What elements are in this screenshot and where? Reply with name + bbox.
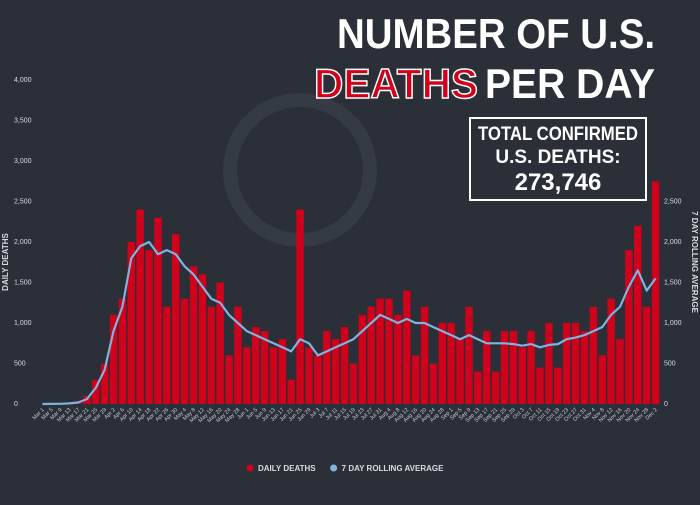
bar: [519, 347, 526, 404]
bar: [599, 355, 606, 404]
bar: [163, 307, 170, 404]
bar: [625, 250, 632, 404]
box-line2: U.S. DEATHS:: [495, 147, 620, 168]
bar: [572, 323, 579, 404]
bar: [456, 339, 463, 404]
bar: [385, 299, 392, 404]
bar: [305, 347, 312, 404]
bar: [501, 331, 508, 404]
bar: [252, 327, 259, 404]
y2-tick-label: 500: [664, 361, 676, 368]
bar: [190, 266, 197, 404]
bar: [581, 331, 588, 404]
legend-label: DAILY DEATHS: [258, 464, 316, 473]
bar: [536, 368, 543, 404]
y2-tick-label: 1,500: [664, 280, 682, 287]
bar: [323, 331, 330, 404]
y-tick-label: 0: [14, 401, 18, 408]
bar: [616, 339, 623, 404]
bar: [652, 181, 659, 404]
y-tick-label: 2,500: [14, 199, 32, 206]
bar: [643, 307, 650, 404]
y-tick-label: 500: [14, 361, 26, 368]
bar: [465, 307, 472, 404]
bar: [296, 210, 303, 404]
bar: [394, 315, 401, 404]
box-line1: TOTAL CONFIRMED: [478, 124, 638, 145]
box-total: 273,746: [515, 169, 602, 196]
bar: [288, 380, 295, 404]
legend-swatch: [330, 465, 337, 472]
bar: [492, 372, 499, 404]
bar: [341, 327, 348, 404]
bar: [430, 364, 437, 405]
y-tick-label: 1,000: [14, 320, 32, 327]
bar: [270, 347, 277, 404]
title-highlight: DEATHS: [314, 60, 478, 107]
bar: [439, 323, 446, 404]
y-tick-label: 3,000: [14, 158, 32, 165]
legend-label: 7 DAY ROLLING AVERAGE: [342, 464, 444, 473]
bar: [412, 355, 419, 404]
y-tick-label: 4,000: [14, 77, 32, 84]
y2-tick-label: 0: [664, 401, 668, 408]
y-tick-label: 2,000: [14, 239, 32, 246]
y2-axis-label: 7 DAY ROLLING AVERAGE: [690, 211, 699, 313]
bar: [510, 331, 517, 404]
bar: [563, 323, 570, 404]
y-tick-label: 1,500: [14, 280, 32, 287]
bar: [181, 299, 188, 404]
bar: [225, 355, 232, 404]
bar: [527, 331, 534, 404]
title-rest: PER DAY: [485, 60, 655, 107]
bar: [136, 210, 143, 404]
y2-tick-label: 2,500: [664, 199, 682, 206]
bar: [421, 307, 428, 404]
legend-swatch: [247, 465, 254, 472]
bar: [145, 250, 152, 404]
bar: [243, 347, 250, 404]
bar: [199, 274, 206, 404]
bar: [634, 226, 641, 404]
bar: [154, 218, 161, 404]
bar: [350, 364, 357, 405]
bar: [314, 355, 321, 404]
bar: [545, 323, 552, 404]
bar: [474, 372, 481, 404]
y2-tick-label: 1,000: [664, 320, 682, 327]
bar: [208, 307, 215, 404]
y-tick-label: 3,500: [14, 118, 32, 125]
title-line1: NUMBER OF U.S.: [337, 10, 655, 57]
bar: [590, 307, 597, 404]
bar: [554, 368, 561, 404]
bar: [403, 291, 410, 404]
bar: [128, 242, 135, 404]
y-axis-label: DAILY DEATHS: [1, 233, 10, 291]
y2-tick-label: 2,000: [664, 239, 682, 246]
bar: [261, 331, 268, 404]
